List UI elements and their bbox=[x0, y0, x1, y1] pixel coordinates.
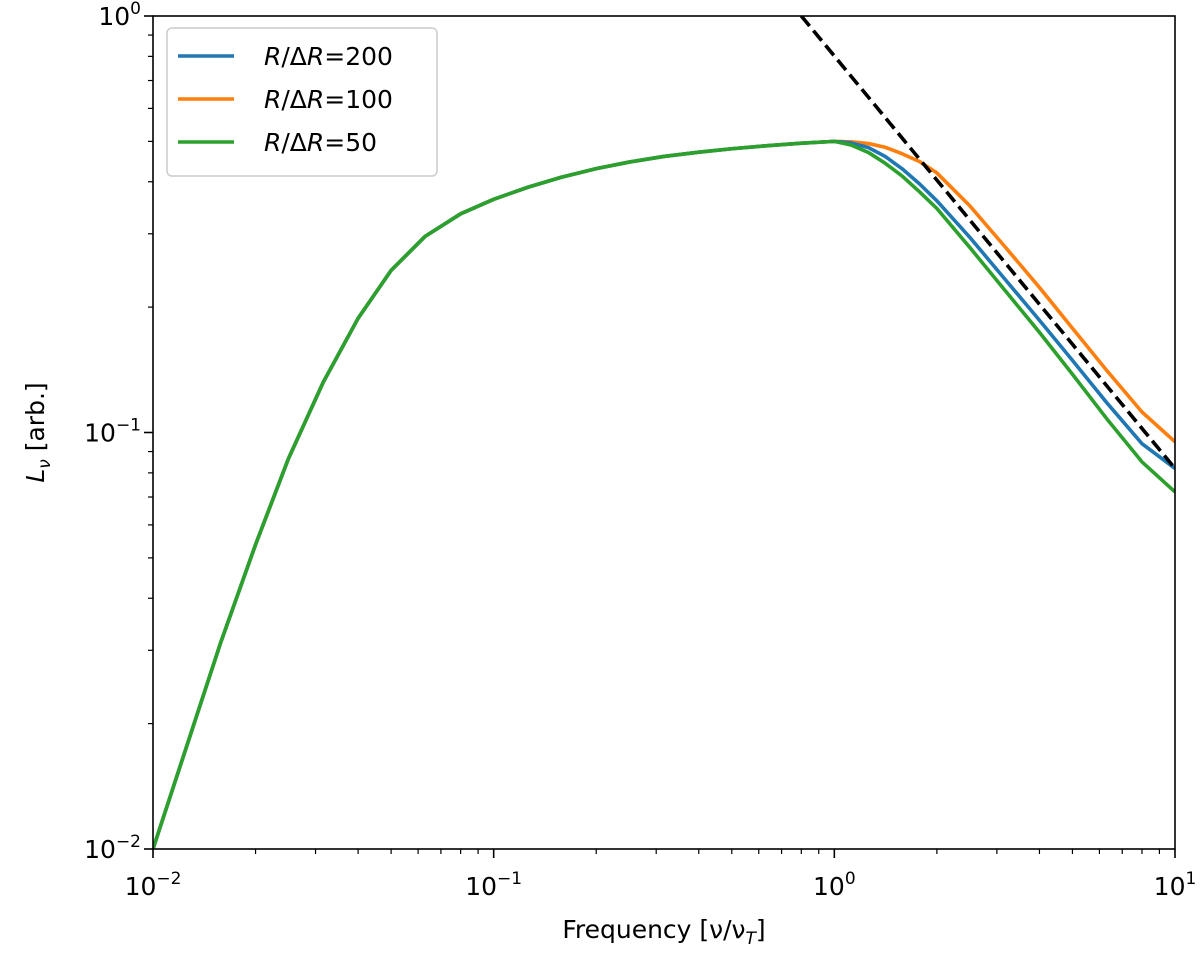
legend-box bbox=[166, 27, 438, 177]
y-tick-label: 10−2 bbox=[84, 832, 141, 864]
tick-labels: 10−2 10−1 100 101 10−2 10−1 100 bbox=[84, 0, 1196, 901]
axis-ticks bbox=[144, 15, 1176, 858]
x-tick-label: 101 bbox=[1154, 869, 1197, 901]
x-axis-label: Frequency [ν/νT] bbox=[562, 915, 765, 949]
legend: R/ΔR=200 R/ΔR=100 R/ΔR=50 bbox=[166, 27, 438, 177]
legend-label: R/ΔR=200 bbox=[264, 42, 393, 71]
series-layer bbox=[153, 16, 1175, 849]
x-tick-label: 10−1 bbox=[465, 869, 522, 901]
y-tick-label: 10−1 bbox=[84, 416, 141, 448]
x-tick-label: 100 bbox=[813, 869, 856, 901]
x-tick-label: 10−2 bbox=[125, 869, 182, 901]
legend-label: R/ΔR=50 bbox=[264, 128, 377, 157]
series-line bbox=[153, 139, 1175, 849]
y-axis-label: Lν [arb.] bbox=[21, 382, 55, 482]
asymptote-line bbox=[799, 16, 1175, 470]
minor-ticks bbox=[148, 34, 1161, 854]
legend-label: R/ΔR=100 bbox=[264, 85, 393, 114]
y-tick-label: 100 bbox=[98, 0, 141, 31]
